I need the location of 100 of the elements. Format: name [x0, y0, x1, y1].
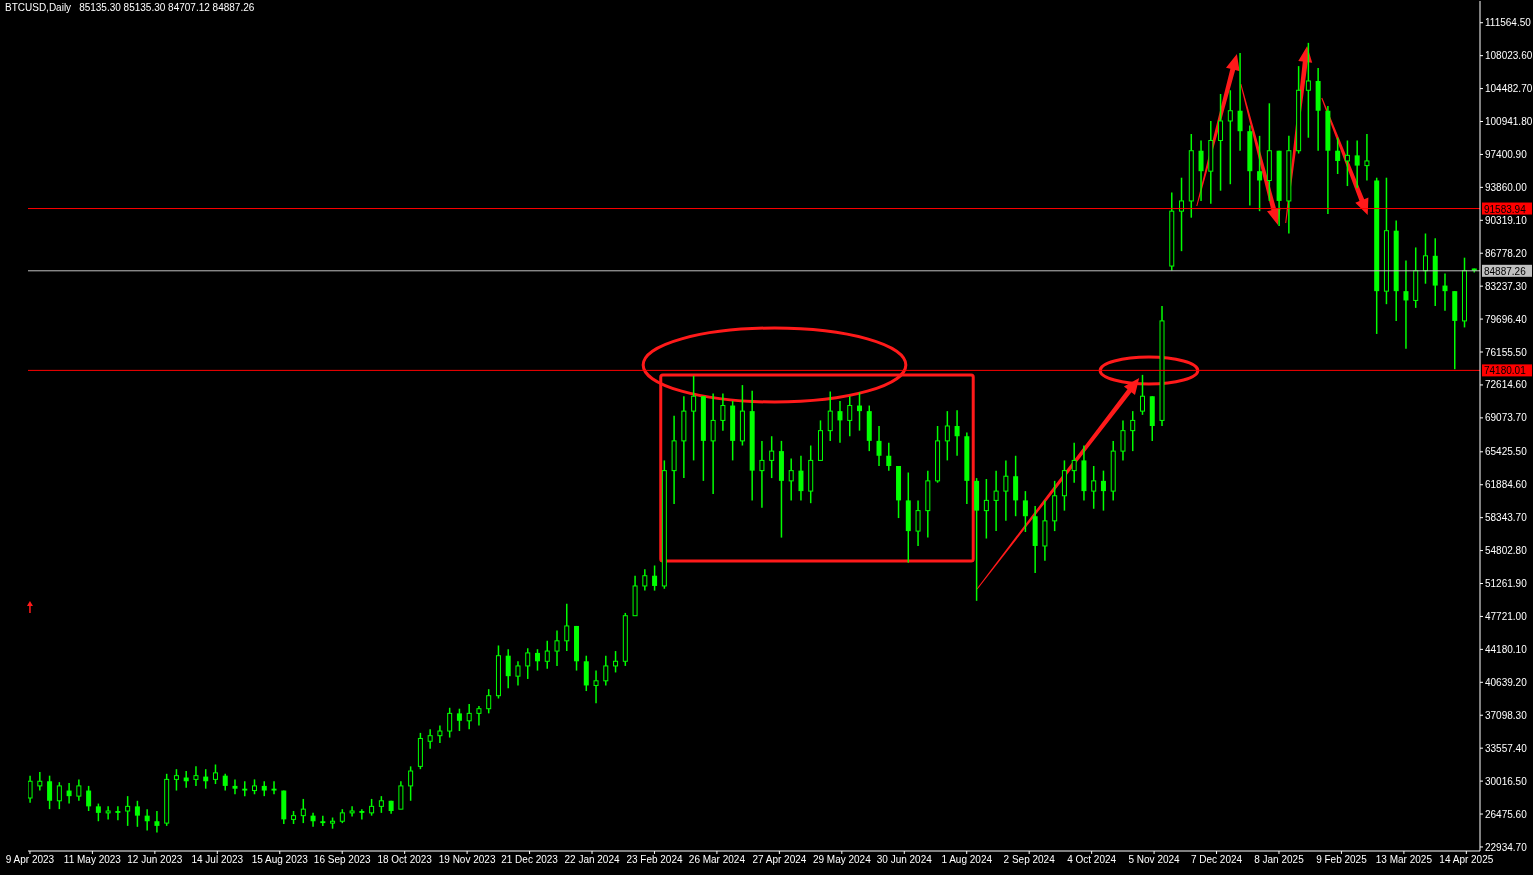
candlestick	[476, 705, 482, 727]
y-tick-label: 104482.70	[1485, 83, 1533, 95]
x-tick-label: 9 Feb 2025	[1316, 854, 1368, 866]
candlestick	[105, 805, 111, 821]
candlestick	[1335, 136, 1341, 175]
candlestick	[1100, 469, 1106, 512]
y-tick-label: 30016.50	[1485, 775, 1528, 787]
candlestick	[28, 774, 33, 804]
y-tick-label: 72614.60	[1485, 379, 1528, 391]
candlestick	[1237, 52, 1243, 152]
x-tick-label: 9 Apr 2023	[5, 854, 55, 866]
candlestick	[603, 654, 609, 687]
candlestick	[232, 778, 238, 796]
y-tick-label: 108023.60	[1485, 50, 1533, 62]
candlestick	[76, 778, 82, 802]
candlestick	[837, 400, 843, 444]
candlestick	[505, 648, 511, 689]
candlestick	[983, 478, 989, 540]
candlestick	[1354, 139, 1360, 189]
candlestick	[915, 499, 921, 547]
y-tick-label: 65425.50	[1485, 446, 1528, 458]
candlestick	[271, 780, 277, 796]
ref-line-label: 84887.26	[1484, 265, 1527, 277]
candlestick	[954, 409, 960, 457]
x-tick-label: 18 Oct 2023	[377, 854, 433, 866]
y-tick-label: 79696.40	[1485, 313, 1528, 325]
x-tick-label: 29 May 2024	[812, 854, 872, 866]
x-tick-label: 1 Aug 2024	[941, 854, 993, 866]
y-tick-label: 54802.80	[1485, 545, 1528, 557]
x-tick-label: 22 Jan 2024	[564, 854, 620, 866]
x-tick-label: 12 Jun 2023	[127, 854, 183, 866]
candlestick	[320, 814, 326, 827]
ref-line-label: 74180.01	[1484, 365, 1527, 377]
candlestick	[1179, 176, 1185, 252]
y-tick-label: 37098.30	[1485, 709, 1528, 721]
x-tick-label: 5 Nov 2024	[1128, 854, 1181, 866]
candlestick	[349, 805, 355, 818]
candlestick	[125, 795, 131, 827]
candlestick	[788, 457, 794, 502]
candlestick	[1257, 135, 1263, 212]
chart-subtitle: 85135.30 85135.30 84707.12 84887.26	[79, 2, 255, 13]
x-tick-label: 15 Aug 2023	[251, 854, 309, 866]
candlestick	[1422, 232, 1428, 285]
candlestick	[1003, 459, 1009, 522]
candlestick	[798, 455, 804, 502]
y-tick-label: 47721.00	[1485, 611, 1528, 622]
x-tick-label: 4 Oct 2024	[1067, 854, 1117, 866]
x-tick-label: 2 Sep 2024	[1003, 854, 1056, 866]
candlestick	[691, 375, 697, 462]
y-tick-label: 86778.20	[1485, 247, 1528, 259]
candlestick	[193, 765, 199, 787]
candlestick	[642, 568, 648, 592]
x-tick-label: 11 May 2023	[63, 854, 122, 866]
x-tick-label: 8 Jan 2025	[1254, 854, 1305, 866]
x-tick-label: 23 Feb 2024	[626, 854, 683, 866]
candlestick	[47, 774, 53, 810]
candlestick	[564, 602, 570, 652]
y-tick-label: 90319.10	[1485, 214, 1528, 226]
candlestick	[1227, 89, 1233, 185]
y-tick-label: 69073.70	[1485, 412, 1528, 424]
candlestick	[1071, 441, 1077, 484]
candlestick	[593, 669, 599, 704]
candlestick	[1091, 465, 1097, 510]
candlestick	[212, 763, 218, 785]
candlestick	[56, 781, 62, 810]
candlestick	[242, 780, 248, 797]
candlestick	[115, 805, 121, 822]
candlestick	[944, 410, 950, 462]
y-tick-label: 22934.70	[1485, 841, 1528, 853]
candlestick	[769, 435, 775, 479]
candlestick	[720, 392, 726, 432]
candlestick	[1218, 93, 1224, 192]
candlestick	[759, 440, 765, 509]
candlestick	[886, 441, 892, 472]
candlestick	[359, 808, 365, 821]
ref-line-label: 91583.94	[1484, 203, 1527, 215]
candlestick	[447, 707, 453, 739]
chart-title: BTCUSD,Daily	[5, 2, 72, 13]
x-tick-label: 26 Mar 2024	[688, 854, 746, 866]
candlestick	[37, 771, 43, 792]
candlestick	[456, 707, 462, 732]
candlestick	[486, 688, 492, 715]
candlestick	[1403, 259, 1409, 350]
y-tick-label: 61884.60	[1485, 479, 1528, 491]
candlestick	[1130, 410, 1136, 452]
x-tick-label: 19 Nov 2023	[438, 854, 496, 866]
y-tick-label: 58343.70	[1485, 512, 1528, 524]
candlestick	[534, 648, 540, 672]
y-tick-label: 40639.20	[1485, 676, 1528, 688]
candlestick	[408, 765, 414, 802]
candlestick	[515, 660, 521, 687]
x-tick-label: 21 Dec 2023	[501, 854, 559, 866]
candlestick	[173, 768, 179, 792]
candlestick	[613, 650, 619, 674]
x-tick-label: 27 Apr 2024	[752, 854, 807, 866]
y-tick-label: 97400.90	[1485, 148, 1528, 160]
candlestick	[466, 703, 472, 730]
candlestick	[1139, 374, 1145, 416]
x-tick-label: 30 Jun 2024	[876, 854, 933, 866]
x-tick-label: 16 Sep 2023	[313, 854, 372, 866]
